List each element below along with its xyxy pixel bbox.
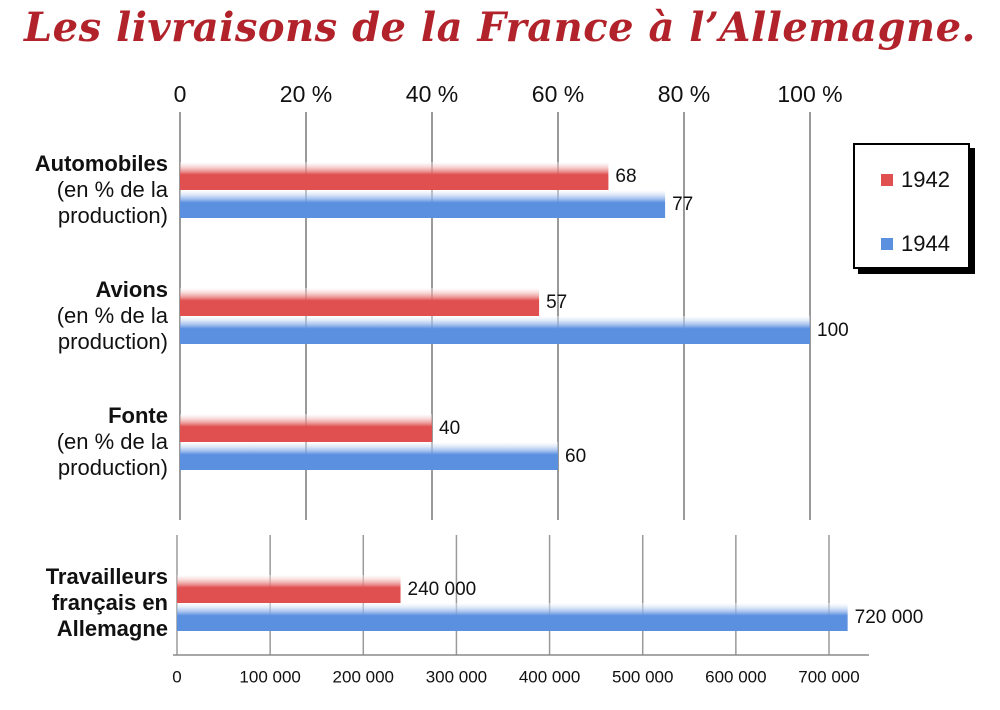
category-label: Automobiles (en % de la production) — [35, 151, 168, 229]
tick-label: 300 000 — [426, 667, 487, 686]
category-label: Travailleurs français en Allemagne — [46, 564, 168, 642]
bar-1944 — [180, 316, 810, 344]
tick-label: 0 — [172, 667, 181, 686]
legend-item-1942: 1942 — [881, 167, 950, 193]
tick-label: 500 000 — [612, 667, 673, 686]
tick-label: 60 % — [532, 81, 584, 107]
tick-label: 0 — [174, 81, 187, 107]
data-label: 720 000 — [855, 607, 924, 628]
data-label: 240 000 — [408, 579, 477, 600]
legend-label-1942: 1942 — [901, 167, 950, 192]
category-label: Fonte (en % de la production) — [57, 403, 168, 481]
legend: 1942 1944 — [853, 143, 970, 269]
bar-1942 — [177, 575, 401, 603]
data-label: 57 — [546, 292, 567, 313]
category-name: Avions — [95, 277, 168, 302]
tick-label: 200 000 — [333, 667, 394, 686]
bar-1944 — [180, 190, 666, 218]
category-name: Automobiles — [34, 151, 168, 176]
bar-1942 — [180, 414, 432, 442]
tick-label: 20 % — [280, 81, 332, 107]
category-sub: production) — [57, 455, 168, 480]
category-sub: production) — [57, 203, 168, 228]
category-sub: (en % de la — [56, 303, 168, 328]
bar-1944 — [177, 603, 848, 631]
category-name: Travailleurs — [45, 564, 168, 589]
data-label: 100 — [817, 320, 849, 341]
category-sub: (en % de la — [56, 429, 168, 454]
data-label: 60 — [565, 446, 586, 467]
tick-label: 100 000 — [239, 667, 300, 686]
legend-swatch-1944 — [881, 238, 893, 250]
category-name: Fonte — [108, 403, 168, 428]
chart-title: Les livraisons de la France à l’Allemagn… — [24, 4, 976, 51]
tick-label: 40 % — [406, 81, 458, 107]
tick-label: 600 000 — [705, 667, 766, 686]
bar-1942 — [180, 288, 540, 316]
data-label: 77 — [672, 194, 693, 215]
category-sub: (en % de la — [56, 177, 168, 202]
tick-label: 80 % — [658, 81, 710, 107]
bar-1942 — [180, 162, 609, 190]
category-name: Allemagne — [56, 616, 168, 641]
bar-1944 — [180, 442, 558, 470]
category-label: Avions (en % de la production) — [57, 277, 168, 355]
tick-label: 400 000 — [519, 667, 580, 686]
tick-label: 700 000 — [798, 667, 859, 686]
category-name: français en — [51, 590, 168, 615]
data-label: 68 — [615, 166, 636, 187]
data-label: 40 — [439, 418, 460, 439]
legend-label-1944: 1944 — [901, 231, 950, 256]
category-sub: production) — [57, 329, 168, 354]
tick-label: 100 % — [777, 81, 842, 107]
legend-item-1944: 1944 — [881, 231, 950, 257]
legend-swatch-1942 — [881, 174, 893, 186]
